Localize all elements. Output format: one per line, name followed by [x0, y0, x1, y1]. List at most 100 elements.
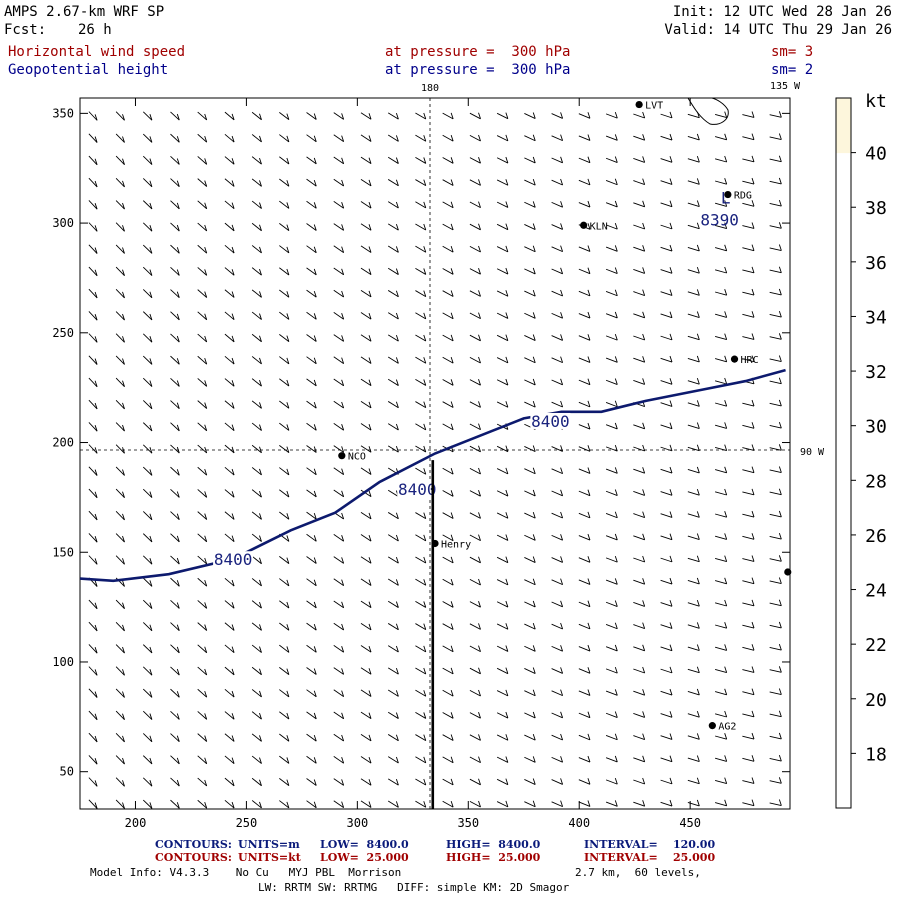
wind-barb [197, 444, 208, 454]
wind-barb [442, 578, 454, 586]
wind-barb [360, 489, 372, 498]
wind-barb [170, 466, 180, 476]
wind-barb [687, 533, 700, 540]
wind-barb [551, 223, 564, 230]
wind-barb [251, 156, 262, 165]
wind-barb [387, 534, 399, 542]
wind-barb [469, 578, 481, 586]
wind-barb [115, 799, 125, 809]
wind-barb [442, 734, 454, 741]
wind-barb [333, 201, 345, 209]
wind-barb [142, 200, 153, 210]
wind-barb [415, 689, 427, 697]
wind-barb [333, 223, 345, 231]
y-tick-label: 200 [52, 436, 74, 450]
wind-barb [197, 311, 208, 321]
wind-barb [360, 356, 372, 364]
wind-barb [578, 711, 591, 719]
wind-barb [660, 355, 673, 363]
wind-barb [551, 756, 564, 763]
colorbar-frame [835, 97, 852, 809]
wind-barb [170, 155, 180, 165]
wind-barb [279, 156, 290, 165]
colorbar-tick-label: 20 [865, 690, 887, 711]
wind-barb [633, 733, 646, 741]
wind-barb [660, 622, 673, 629]
wind-barb [524, 733, 536, 741]
wind-barb [251, 644, 262, 653]
wind-barb [442, 134, 454, 142]
wind-barb [387, 134, 399, 142]
wind-barb [279, 689, 290, 698]
wind-barb [251, 422, 262, 431]
wind-barb [279, 445, 290, 453]
wind-barb [279, 400, 290, 409]
wind-barb [578, 622, 591, 630]
wind-barb [115, 710, 125, 720]
wind-barb [442, 157, 454, 164]
wind-barb [224, 378, 235, 387]
wind-barb [687, 488, 700, 496]
wind-barb [115, 755, 125, 765]
wind-barb [306, 334, 317, 342]
wind-barb [687, 400, 700, 407]
wind-barb [714, 222, 728, 230]
contours2-low: LOW= 25.000 [320, 851, 409, 864]
contour-label-bg [397, 481, 438, 497]
wind-barb [742, 732, 755, 740]
wind-barb [115, 111, 125, 121]
wind-barb [769, 177, 782, 185]
wind-barb [279, 489, 290, 498]
wind-barb [333, 622, 345, 631]
wind-barb [88, 333, 98, 343]
wind-barb [115, 200, 125, 210]
station-unnamed [784, 568, 792, 576]
station-hrc: HRC [730, 355, 759, 366]
wind-barb [578, 467, 591, 474]
wind-barb [360, 534, 372, 542]
wind-barb [197, 355, 208, 365]
wind-barb [306, 778, 317, 786]
wind-barb [88, 533, 98, 543]
wind-barb [197, 289, 208, 298]
wind-barb [496, 689, 509, 697]
wind-barb [333, 578, 345, 586]
wind-barb [306, 400, 317, 409]
wind-barb [415, 134, 427, 142]
wind-barb [88, 777, 98, 787]
wind-barb [142, 777, 153, 787]
wind-barb [306, 578, 317, 587]
contours1-units: UNITS=m [238, 838, 300, 851]
contour-label: 8400 [214, 550, 253, 569]
wind-barb [387, 512, 399, 520]
wind-barb [524, 711, 536, 719]
wind-barb [115, 266, 125, 276]
wind-barb [197, 200, 208, 210]
wind-barb [142, 511, 153, 521]
wind-barb [360, 645, 372, 653]
wind-barb [442, 556, 454, 564]
colorbar-tick-label: 26 [865, 526, 887, 547]
wind-barb [306, 356, 317, 365]
wind-barb [88, 244, 98, 254]
wind-barb [769, 133, 782, 140]
wind-barb [170, 377, 180, 387]
wind-barb [769, 333, 782, 340]
wind-barb [279, 378, 290, 387]
wind-barb [578, 578, 591, 585]
wind-barb [469, 556, 481, 564]
wind-barb [742, 266, 755, 274]
contours2-label: CONTOURS: [155, 851, 232, 864]
wind-barb [387, 778, 399, 786]
wind-barb [469, 734, 481, 741]
wind-barb [769, 466, 782, 473]
wind-barb [742, 644, 755, 651]
wind-barb [197, 267, 208, 276]
wind-barb [306, 178, 317, 187]
wind-barb [333, 733, 345, 742]
station-henry: Henry [431, 539, 471, 550]
field2-name: Geopotential height [8, 62, 169, 78]
wind-barb [224, 311, 235, 321]
contours2-interval: INTERVAL= 25.000 [584, 851, 716, 864]
wind-barb [170, 777, 180, 787]
